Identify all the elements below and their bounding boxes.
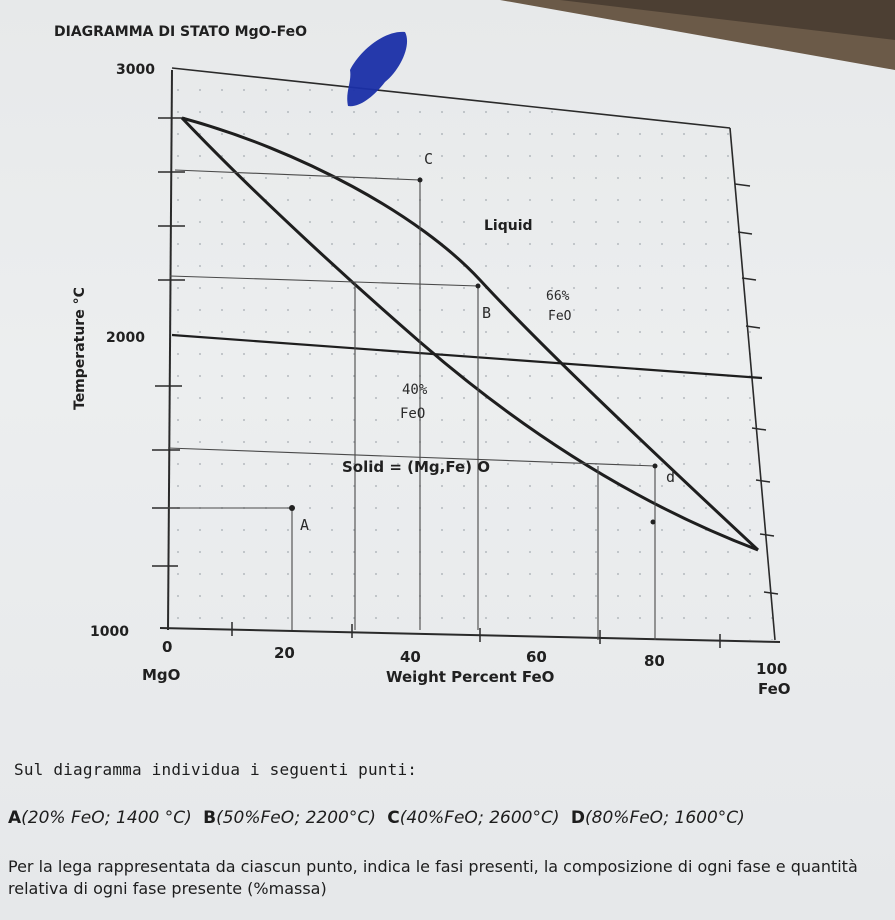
x-tick-40: 40 — [400, 648, 421, 666]
point-label-b: B — [482, 304, 491, 322]
x-right-label: FeO — [758, 680, 791, 698]
ink-scribble — [347, 31, 408, 107]
point-d-value: (80%FeO; 1600°C) — [585, 808, 745, 828]
region-liquid-label: Liquid — [484, 218, 533, 234]
right-tick-marks — [734, 183, 779, 595]
x-tick-80: 80 — [644, 652, 665, 670]
right-border — [729, 127, 776, 641]
x-axis-line — [159, 627, 781, 643]
x-tick-60: 60 — [526, 648, 547, 666]
exercise-task: Per la lega rappresentata da ciascun pun… — [8, 857, 858, 898]
y-tick-1000: 1000 — [90, 624, 129, 640]
point-b-value: (50%FeO; 2200°C) — [216, 808, 376, 828]
x-left-label: MgO — [142, 666, 180, 684]
annotation-40-percent: 40% — [402, 382, 428, 398]
x-tick-100: 100 — [756, 660, 787, 678]
y-axis-label: Temperature °C — [72, 287, 88, 410]
x-tick-marks — [231, 622, 721, 648]
point-label-a: A — [300, 516, 309, 534]
diagram-title: DIAGRAMMA DI STATO MgO-FeO — [54, 24, 307, 40]
annotation-40-feo: FeO — [400, 406, 425, 422]
point-label-d: d — [666, 468, 675, 486]
x-tick-20: 20 — [274, 644, 295, 662]
x-tick-0: 0 — [162, 638, 172, 656]
points-list: A(20% FeO; 1400 °C) B(50%FeO; 2200°C) C(… — [8, 808, 751, 828]
point-b-label: B — [203, 808, 217, 828]
region-solid-label: Solid = (Mg,Fe) O — [342, 458, 490, 476]
background-surface — [500, 0, 895, 70]
liquidus-curve — [181, 116, 760, 552]
isotherm-2000 — [171, 333, 763, 380]
top-border — [171, 67, 731, 129]
annotation-66-feo: FeO — [548, 309, 572, 324]
point-a-label: A — [8, 808, 22, 828]
exercise-intro: Sul diagramma individua i seguenti punti… — [14, 760, 418, 779]
point-label-c: C — [424, 150, 433, 168]
phase-diagram: DIAGRAMMA DI STATO MgO-FeO — [54, 24, 791, 698]
y-tick-2000: 2000 — [106, 330, 145, 346]
point-c-label: C — [387, 808, 400, 828]
point-c-value: (40%FeO; 2600°C) — [399, 808, 560, 828]
point-markers — [289, 177, 658, 525]
y-tick-3000: 3000 — [116, 62, 155, 78]
y-axis-line — [167, 69, 173, 631]
annotation-66-percent: 66% — [546, 289, 570, 304]
point-d-label: D — [570, 808, 586, 828]
x-axis-label: Weight Percent FeO — [386, 668, 554, 686]
grid-area — [168, 70, 775, 640]
point-a-value: (20% FeO; 1400 °C) — [21, 808, 192, 828]
